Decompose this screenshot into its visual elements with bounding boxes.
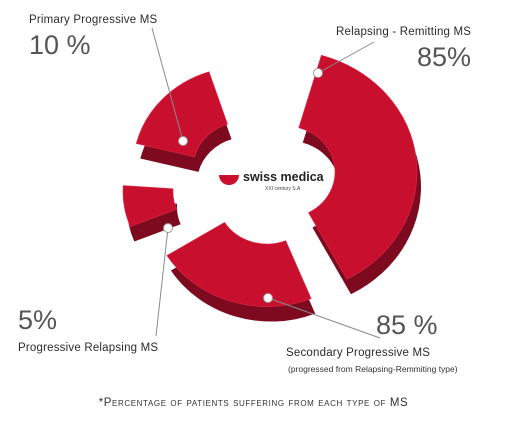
logo-name: swiss medica bbox=[243, 170, 325, 184]
label-secondary-progressive: Secondary Progressive MS bbox=[286, 347, 431, 359]
leader-line-2 bbox=[155, 227, 169, 337]
value-primary-progressive: 10 % bbox=[29, 30, 91, 60]
slice-3 bbox=[135, 71, 232, 172]
center-logo: swiss medica XXI century S.A bbox=[219, 170, 325, 192]
logo-mark-icon bbox=[219, 175, 239, 185]
leader-marker-1 bbox=[263, 293, 273, 303]
label-primary-progressive: Primary Progressive MS bbox=[29, 14, 158, 26]
leader-marker-3 bbox=[178, 136, 188, 146]
sublabel-secondary-progressive: (progressed from Relapsing-Remmiting typ… bbox=[288, 364, 458, 374]
leader-line-1 bbox=[267, 297, 381, 339]
slice-0 bbox=[298, 54, 421, 295]
leader-line-0 bbox=[317, 41, 375, 74]
leader-marker-2 bbox=[163, 223, 173, 233]
logo-tagline: XXI century S.A bbox=[265, 186, 301, 192]
label-progressive-relapsing: Progressive Relapsing MS bbox=[18, 342, 159, 354]
value-secondary-progressive: 85 % bbox=[376, 310, 438, 340]
slice-top-1 bbox=[166, 221, 312, 307]
label-relapsing-remitting: Relapsing - Remitting MS bbox=[336, 26, 472, 38]
value-relapsing-remitting: 85% bbox=[417, 42, 472, 72]
slice-2 bbox=[122, 185, 181, 242]
value-progressive-relapsing: 5% bbox=[18, 305, 58, 335]
slice-top-2 bbox=[122, 185, 178, 227]
slice-1 bbox=[166, 221, 316, 322]
leader-line-3 bbox=[151, 27, 184, 142]
slice-top-3 bbox=[135, 71, 228, 158]
slice-top-0 bbox=[298, 54, 418, 280]
leader-marker-0 bbox=[313, 68, 323, 78]
footnote: *Percentage of patients suffering from e… bbox=[98, 397, 409, 409]
